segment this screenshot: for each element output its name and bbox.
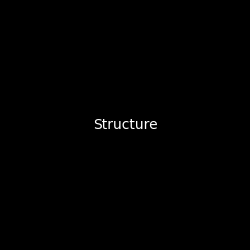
Text: Structure: Structure <box>93 118 157 132</box>
